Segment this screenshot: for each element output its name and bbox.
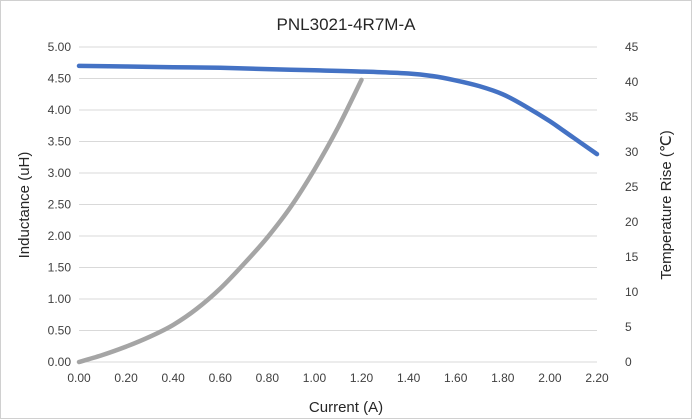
y2-axis-title: Temperature Rise (℃) (658, 130, 675, 279)
y-tick-label: 4.50 (48, 72, 72, 86)
y-tick-label: 1.00 (48, 292, 72, 306)
x-tick-label: 1.00 (303, 371, 327, 385)
x-tick-label: 0.80 (256, 371, 280, 385)
inductance-line (76, 63, 600, 157)
y-tick-label: 0.50 (48, 324, 72, 338)
y2-tick-label: 25 (625, 180, 639, 194)
x-tick-label: 0.20 (114, 371, 138, 385)
y2-tick-label: 5 (625, 320, 632, 334)
y-tick-label: 0.00 (48, 355, 72, 369)
x-tick-label: 2.20 (585, 371, 609, 385)
y2-tick-label: 35 (625, 110, 639, 124)
x-tick-label: 1.40 (397, 371, 421, 385)
y2-tick-label: 15 (625, 250, 639, 264)
x-tick-label: 0.00 (67, 371, 91, 385)
x-tick-label: 1.20 (350, 371, 374, 385)
y-axis-ticks: 0.00 0.50 1.00 1.50 2.00 2.50 3.00 3.50 4.00 4.50… (48, 40, 72, 369)
y-tick-label: 3.50 (48, 135, 72, 149)
y-tick-label: 1.50 (48, 261, 72, 275)
y-tick-label: 4.00 (48, 103, 72, 117)
x-axis-title: Current (A) (309, 399, 383, 416)
y2-tick-label: 40 (625, 75, 639, 89)
y-axis-title: Inductance (uH) (16, 152, 33, 259)
y-tick-label: 3.00 (48, 166, 72, 180)
y-tick-label: 2.00 (48, 229, 72, 243)
x-tick-label: 0.40 (162, 371, 186, 385)
y-tick-label: 2.50 (48, 198, 72, 212)
x-axis-ticks: 0.00 0.20 0.40 0.60 0.80 1.00 1.20 1.40 1.60 1.80… (67, 371, 609, 385)
x-tick-label: 2.00 (538, 371, 562, 385)
chart-title: PNL3021-4R7M-A (277, 15, 417, 34)
y2-tick-label: 20 (625, 215, 639, 229)
y-tick-label: 5.00 (48, 40, 72, 54)
y2-tick-label: 10 (625, 285, 639, 299)
y2-tick-label: 45 (625, 40, 639, 54)
x-tick-label: 1.60 (444, 371, 468, 385)
y2-axis-ticks: 0 5 10 15 20 25 30 35 40 45 (625, 40, 639, 369)
y2-tick-label: 0 (625, 355, 632, 369)
y2-tick-label: 30 (625, 145, 639, 159)
series-layer (76, 63, 600, 365)
x-tick-label: 0.60 (209, 371, 233, 385)
temperature-rise-line (76, 77, 364, 365)
x-tick-label: 1.80 (491, 371, 515, 385)
gridlines (79, 46, 597, 363)
